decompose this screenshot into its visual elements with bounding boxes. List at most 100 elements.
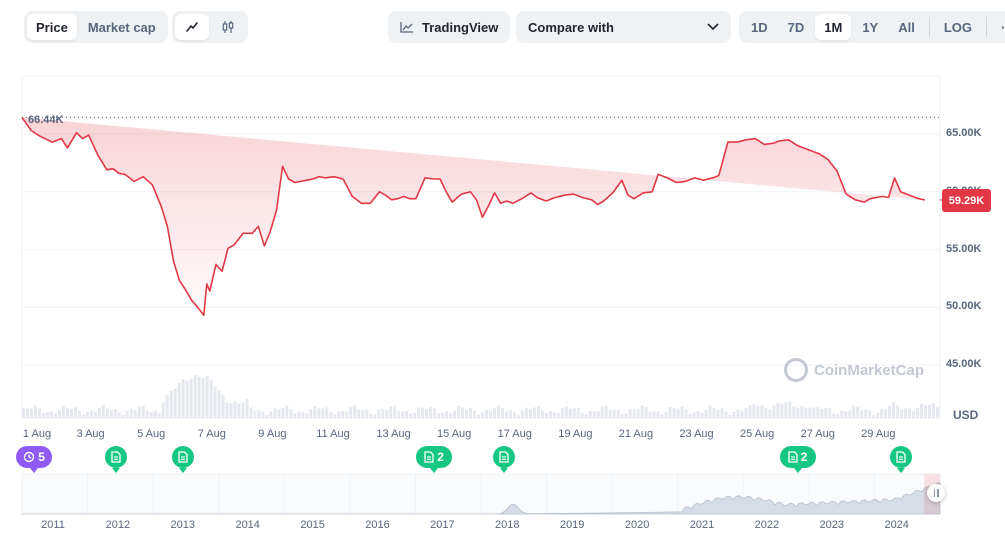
line-chart-button[interactable] <box>175 14 209 40</box>
volume-bar <box>441 412 445 418</box>
volume-bar <box>161 402 165 418</box>
volume-bar <box>217 390 221 418</box>
volume-bar <box>233 401 237 418</box>
volume-bar <box>109 410 113 418</box>
volume-bar <box>97 408 101 418</box>
volume-bar <box>700 412 704 418</box>
volume-bar <box>285 405 289 418</box>
y-axis-tick: 45.00K <box>946 358 982 370</box>
volume-bar <box>205 375 209 418</box>
volume-bar <box>201 377 205 418</box>
volume-bar <box>409 413 413 418</box>
chart-type-toggle <box>172 11 248 43</box>
volume-bar <box>616 409 620 418</box>
tab-market-cap[interactable]: Market cap <box>87 19 156 35</box>
volume-bar <box>321 408 325 418</box>
document-icon <box>895 451 906 463</box>
range-7d[interactable]: 7D <box>787 19 805 35</box>
volume-bar <box>245 398 249 418</box>
x-axis-tick: 25 Aug <box>739 428 775 440</box>
volume-bar <box>740 410 744 418</box>
volume-bar <box>41 413 45 418</box>
volume-bar <box>936 407 940 418</box>
coinmarketcap-watermark: CoinMarketCap <box>784 358 924 382</box>
volume-bar <box>145 410 149 418</box>
navigator-year-tick: 2017 <box>430 519 455 531</box>
volume-bar <box>317 408 321 418</box>
compare-dropdown[interactable]: Compare with <box>516 11 731 43</box>
x-axis-tick: 19 Aug <box>558 428 593 440</box>
volume-bar <box>500 408 504 418</box>
volume-bar <box>353 405 357 418</box>
volume-bar <box>241 402 245 418</box>
volume-bar <box>652 411 656 418</box>
volume-bar <box>57 410 61 418</box>
volume-bar <box>365 409 369 418</box>
volume-bar <box>608 409 612 418</box>
volume-bar <box>780 404 784 418</box>
volume-bar <box>584 414 588 418</box>
volume-bar <box>728 414 732 418</box>
volume-bar <box>237 403 241 418</box>
event-pin-news[interactable] <box>889 446 912 473</box>
volume-bar <box>896 404 900 418</box>
navigator-year-tick: 2022 <box>754 519 780 531</box>
navigator-year-tick: 2020 <box>624 519 650 531</box>
volume-bar <box>640 405 644 418</box>
volume-bar <box>868 410 872 418</box>
range-navigator-handle[interactable] <box>927 484 945 502</box>
volume-bar <box>37 408 41 418</box>
volume-bar <box>688 413 692 418</box>
volume-bar <box>564 406 568 418</box>
tab-price[interactable]: Price <box>27 14 77 40</box>
x-axis-tick: 9 Aug <box>258 428 287 440</box>
event-pin-news[interactable]: 2 <box>779 446 816 473</box>
volume-bar <box>129 408 133 418</box>
event-pin-news[interactable] <box>492 446 515 473</box>
x-axis-tick: 29 Aug <box>861 428 896 440</box>
volume-bar <box>249 407 253 418</box>
log-scale-button[interactable]: LOG <box>943 19 973 35</box>
volume-bar <box>197 376 201 418</box>
range-1y[interactable]: 1Y <box>862 19 879 35</box>
volume-bar <box>229 403 233 418</box>
event-pin-history[interactable]: 5 <box>16 446 53 473</box>
volume-bar <box>792 406 796 418</box>
volume-bar <box>804 407 808 418</box>
event-pin-news[interactable] <box>171 446 194 473</box>
event-pin-news[interactable] <box>104 446 127 473</box>
volume-bar <box>281 408 285 418</box>
volume-bar <box>824 407 828 418</box>
range-all[interactable]: All <box>898 19 915 35</box>
volume-bar <box>580 412 584 418</box>
navigator-year-tick: 2012 <box>105 519 131 531</box>
volume-bar <box>572 408 576 418</box>
volume-bar <box>169 390 173 418</box>
volume-bar <box>73 407 77 418</box>
candlestick-button[interactable] <box>211 14 245 40</box>
range-1m[interactable]: 1M <box>815 14 852 40</box>
x-axis-tick: 3 Aug <box>76 428 105 440</box>
volume-bar <box>916 407 920 418</box>
tradingview-button[interactable]: TradingView <box>388 11 511 43</box>
watermark-text: CoinMarketCap <box>814 361 925 379</box>
volume-bar <box>181 379 185 418</box>
volume-bar <box>620 414 624 418</box>
range-1d[interactable]: 1D <box>751 19 768 35</box>
document-icon <box>788 451 798 463</box>
volume-bar <box>225 402 229 418</box>
volume-bar <box>113 409 117 418</box>
volume-bar <box>133 409 137 418</box>
volume-bar <box>552 412 556 418</box>
volume-bar <box>832 413 836 418</box>
volume-bar <box>401 411 405 418</box>
volume-bar <box>596 411 600 418</box>
volume-bar <box>900 409 904 418</box>
more-options-button[interactable]: ··· <box>1001 19 1005 35</box>
x-axis-tick: 23 Aug <box>679 428 714 440</box>
volume-bar <box>912 411 916 418</box>
volume-bar <box>85 411 89 418</box>
event-pin-news[interactable]: 2 <box>416 446 453 473</box>
price-area <box>22 117 925 316</box>
